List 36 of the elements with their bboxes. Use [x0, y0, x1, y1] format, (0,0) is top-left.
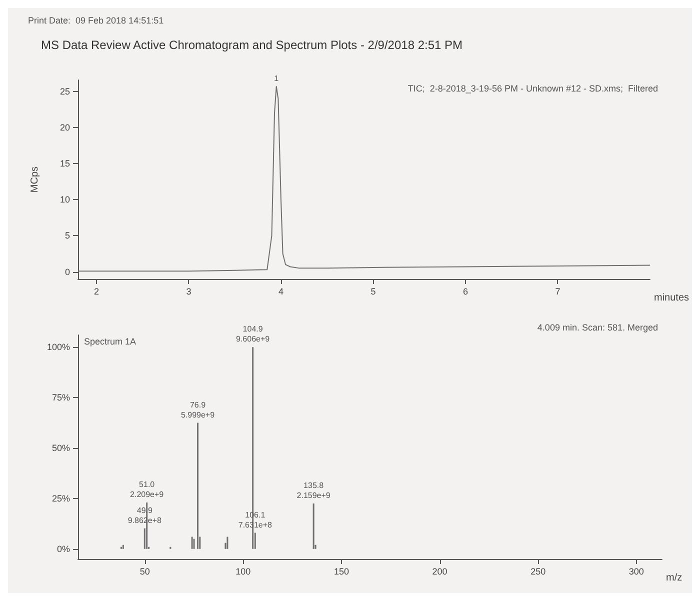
annotation: Spectrum 1A	[84, 336, 136, 346]
x-tick-label: 300	[628, 566, 644, 576]
x-tick-label: 250	[530, 566, 546, 576]
x-tick-label: 2	[94, 286, 99, 296]
x-tick-label: 200	[432, 566, 448, 576]
x-tick-label: 6	[462, 286, 468, 296]
y-tick-label: 20	[60, 122, 70, 133]
x-tick-label: 4	[278, 286, 284, 296]
y-tick-label: 25%	[52, 493, 70, 504]
x-axis-title: m/z	[666, 572, 682, 584]
y-tick-label: 0%	[56, 544, 70, 554]
x-tick-label: 3	[186, 286, 192, 296]
x-tick-label: 5	[370, 286, 376, 296]
y-tick-label: 100%	[46, 342, 70, 352]
y-tick-label: 15	[60, 158, 70, 169]
annotation: TIC; 2-8-2018_3-19-56 PM - Unknown #12 - SD.xms; Filtered	[408, 84, 658, 94]
y-tick-label: 25	[60, 86, 70, 97]
annotation: 1	[274, 74, 280, 83]
x-tick-label: 7	[555, 286, 560, 296]
x-tick-label: 50	[140, 566, 150, 576]
x-axis-title: minutes	[654, 292, 689, 304]
annotation: 135.8 2.159e+9	[296, 481, 331, 500]
y-tick-label: 75%	[52, 392, 70, 403]
y-tick-label: 0	[64, 266, 70, 277]
y-axis-title: MCps	[30, 166, 40, 193]
text: 4.009 min. Scan: 581. Merged	[537, 322, 658, 332]
text: Print Date: 09 Feb 2018 14:51:51	[28, 16, 164, 26]
y-tick-label: 5	[64, 230, 70, 241]
x-tick-label: 100	[236, 566, 251, 576]
y-tick-label: 10	[60, 194, 70, 205]
annotation: 104.9 9.606e+9	[236, 324, 270, 344]
annotation: 51.0 2.209e+9	[130, 480, 164, 499]
chart-title: MS Data Review Active Chromatogram and Spectrum Plots - 2/9/2018 2:51 PM	[41, 38, 463, 52]
x-tick-label: 150	[334, 566, 350, 576]
annotation: 76.9 5.999e+9	[180, 400, 216, 420]
y-tick-label: 50%	[52, 443, 70, 454]
